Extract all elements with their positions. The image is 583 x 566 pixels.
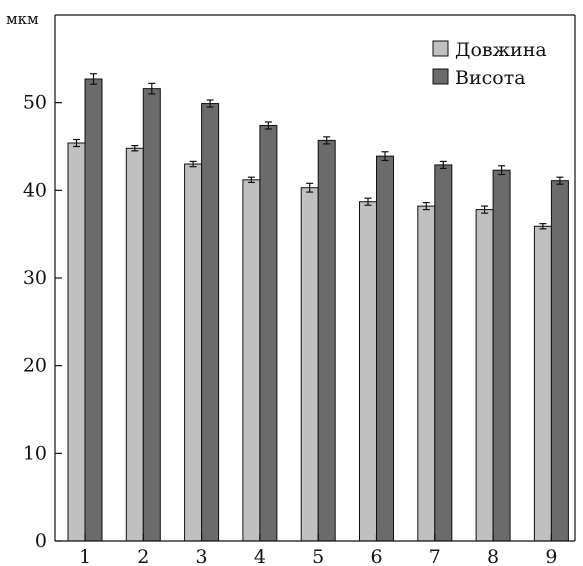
x-tick-label: 2: [137, 546, 149, 566]
y-tick-label: 10: [23, 442, 47, 464]
bar-vysota: [434, 164, 453, 542]
x-tick-label: 4: [254, 546, 266, 566]
bar-dovzhyna: [300, 187, 319, 542]
legend: Довжина Висота: [432, 39, 547, 89]
bar-dovzhyna: [125, 147, 144, 542]
bar-vysota: [201, 103, 220, 542]
bar-vysota: [492, 169, 511, 542]
bar-dovzhyna: [67, 142, 86, 542]
bar-vysota: [376, 155, 394, 542]
x-tick-label: 3: [196, 546, 208, 566]
bars-layer: [67, 73, 569, 542]
bar-dovzhyna: [242, 179, 261, 542]
bar-vysota: [550, 180, 569, 542]
legend-label-vysota: Висота: [455, 67, 526, 89]
bar-dovzhyna: [533, 225, 552, 542]
bar-vysota: [317, 139, 336, 542]
legend-swatch-vysota: [432, 68, 449, 85]
y-axis-unit-label: мкм: [6, 10, 39, 28]
x-tick-label: 5: [312, 546, 324, 566]
y-tick-label: 0: [35, 530, 47, 552]
legend-swatch-dovzhyna: [432, 40, 449, 57]
y-tick-label: 50: [23, 92, 47, 114]
bar-vysota: [142, 88, 161, 542]
x-tick-label: 9: [545, 546, 557, 566]
x-tick-label: 1: [79, 546, 91, 566]
bar-vysota: [259, 124, 278, 542]
bar-dovzhyna: [184, 163, 203, 542]
x-tick-label: 7: [429, 546, 441, 566]
y-tick-label: 20: [23, 355, 47, 377]
bar-vysota: [84, 78, 103, 542]
bar-dovzhyna: [475, 209, 494, 542]
y-tick-label: 40: [23, 179, 47, 201]
x-tick-label: 8: [487, 546, 499, 566]
x-tick-label: 6: [370, 546, 382, 566]
bar-dovzhyna: [359, 201, 377, 542]
y-tick-label: 30: [23, 267, 47, 289]
bar-dovzhyna: [417, 205, 436, 542]
legend-label-dovzhyna: Довжина: [455, 39, 547, 61]
axes-layer: 0 10 20 30 40 50 1 2 3 4 5 6 7 8 9: [23, 14, 576, 566]
